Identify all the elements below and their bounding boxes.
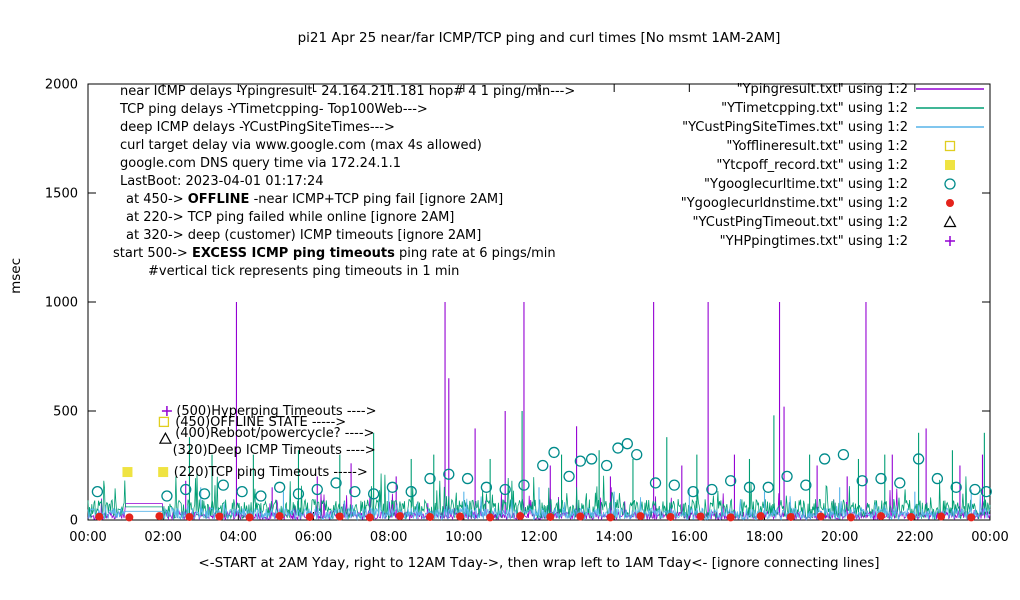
svg-text:08:00: 08:00 (370, 530, 407, 545)
svg-text:"Ytcpoff_record.txt" using 1:2: "Ytcpoff_record.txt" using 1:2 (716, 158, 908, 173)
svg-text:00:00: 00:00 (69, 530, 106, 545)
svg-text:12:00: 12:00 (520, 530, 557, 545)
x-axis-label: <-START at 2AM Yday, right to 12AM Tday-… (198, 555, 880, 571)
svg-text:22:00: 22:00 (896, 530, 933, 545)
series-tcpoff (122, 467, 133, 478)
svg-text:0: 0 (70, 514, 78, 529)
svg-text:at 220-> TCP ping failed while: at 220-> TCP ping failed while online [i… (126, 210, 454, 225)
svg-text:16:00: 16:00 (671, 530, 708, 545)
annotation-block: near ICMP delays -Ypingresult- 24.164.21… (113, 84, 575, 279)
svg-text:"YCustPingTimeout.txt" using 1: "YCustPingTimeout.txt" using 1:2 (693, 215, 908, 230)
svg-text:deep ICMP delays -YCustPingSit: deep ICMP delays -YCustPingSiteTimes---> (120, 120, 395, 135)
axes: 0 500 1000 1500 2000 00:00 02:00 04:00 06:00 08:0… (45, 78, 1009, 546)
svg-text:start 500-> EXCESS ICMP ping t: start 500-> EXCESS ICMP ping timeouts pi… (113, 246, 556, 261)
svg-text:at 320-> deep (customer) ICMP: at 320-> deep (customer) ICMP timeouts [… (126, 228, 481, 243)
svg-text:"Ygooglecurldnstime.txt" using: "Ygooglecurldnstime.txt" using 1:2 (681, 196, 908, 211)
svg-text:06:00: 06:00 (295, 530, 332, 545)
series-deep (87, 487, 991, 521)
svg-text:1500: 1500 (45, 187, 78, 202)
svg-text:02:00: 02:00 (144, 530, 181, 545)
svg-text:TCP ping delays -YTimetcpping-: TCP ping delays -YTimetcpping- Top100Web… (119, 102, 428, 117)
svg-text:14:00: 14:00 (595, 530, 632, 545)
series-curl (91, 438, 992, 502)
svg-text:"Ygooglecurltime.txt" using 1:: "Ygooglecurltime.txt" using 1:2 (704, 177, 908, 192)
series-layer (87, 302, 992, 522)
svg-text:00:00: 00:00 (971, 530, 1008, 545)
svg-text:"Yofflineresult.txt" using 1:2: "Yofflineresult.txt" using 1:2 (726, 139, 908, 154)
svg-text:curl target delay via www.goog: curl target delay via www.google.com (ma… (120, 138, 482, 153)
chart-title: pi21 Apr 25 near/far ICMP/TCP ping and c… (297, 30, 781, 46)
svg-text:"YHPpingtimes.txt" using 1:2: "YHPpingtimes.txt" using 1:2 (720, 234, 908, 249)
svg-text:at 450-> OFFLINE -near ICMP+T: at 450-> OFFLINE -near ICMP+TCP ping fai… (126, 192, 503, 207)
svg-text:#vertical tick represents ping: #vertical tick represents ping timeouts … (148, 264, 459, 279)
svg-text:"YCustPingSiteTimes.txt" using: "YCustPingSiteTimes.txt" using 1:2 (682, 120, 908, 135)
svg-text:2000: 2000 (45, 78, 78, 93)
svg-text:"Ypingresult.txt" using 1:2: "Ypingresult.txt" using 1:2 (737, 82, 908, 97)
svg-text:near ICMP delays -Ypingresult-: near ICMP delays -Ypingresult- 24.164.21… (120, 84, 575, 99)
svg-text:18:00: 18:00 (746, 530, 783, 545)
svg-text:(220)TCP ping Timeouts ----->: (220)TCP ping Timeouts -----> (174, 465, 368, 480)
inline-labels: (500)Hyperping Timeouts ---->(450)OFFLIN… (158, 404, 377, 480)
svg-text:500: 500 (53, 405, 78, 420)
svg-text:(320)Deep ICMP Timeouts ---->: (320)Deep ICMP Timeouts ----> (173, 443, 376, 458)
svg-text:1000: 1000 (45, 296, 78, 311)
svg-text:04:00: 04:00 (220, 530, 257, 545)
svg-text:(500)Hyperping Timeouts ---->: (500)Hyperping Timeouts ----> (176, 404, 376, 419)
svg-text:10:00: 10:00 (445, 530, 482, 545)
svg-text:LastBoot: 2023-04-01 01:17:24: LastBoot: 2023-04-01 01:17:24 (120, 174, 324, 189)
svg-text:20:00: 20:00 (821, 530, 858, 545)
svg-text:(450)OFFLINE STATE ----->: (450)OFFLINE STATE -----> (175, 415, 346, 430)
series-dns (95, 512, 976, 522)
svg-text:google.com DNS query time via: google.com DNS query time via 172.24.1.1 (120, 156, 401, 171)
svg-text:"YTimetcpping.txt" using 1:2: "YTimetcpping.txt" using 1:2 (721, 101, 908, 116)
svg-text:(400)Reboot/powercycle? ---->: (400)Reboot/powercycle? ----> (175, 426, 374, 441)
legend: "Ypingresult.txt" using 1:2 "YTimetcpping… (681, 82, 984, 249)
